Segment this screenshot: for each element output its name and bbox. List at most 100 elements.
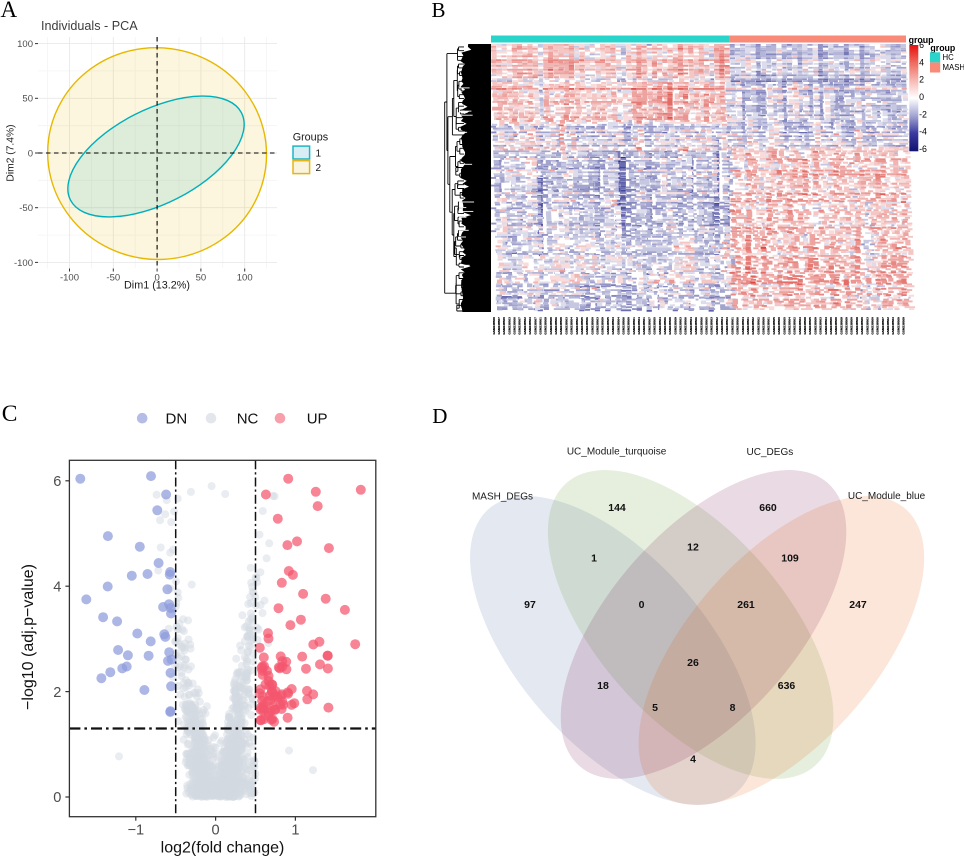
svg-text:GSM238560: GSM238560 bbox=[871, 317, 875, 335]
svg-text:-100: -100 bbox=[14, 258, 33, 269]
svg-text:4: 4 bbox=[690, 754, 696, 766]
svg-text:GSM238564: GSM238564 bbox=[720, 317, 724, 335]
svg-text:GSM238563: GSM238563 bbox=[819, 317, 823, 335]
svg-text:GSM238565: GSM238565 bbox=[580, 317, 584, 335]
svg-text:GSM238563: GSM238563 bbox=[679, 317, 683, 335]
svg-text:660: 660 bbox=[759, 502, 777, 514]
svg-text:-100: -100 bbox=[60, 273, 79, 284]
svg-text:GSM238568: GSM238568 bbox=[855, 317, 859, 335]
svg-text:GSM238566: GSM238566 bbox=[622, 317, 626, 335]
svg-text:C: C bbox=[2, 401, 18, 427]
svg-text:GSM238566: GSM238566 bbox=[876, 317, 880, 335]
svg-text:GSM238566: GSM238566 bbox=[663, 317, 667, 335]
svg-text:GSM238562: GSM238562 bbox=[751, 317, 755, 335]
svg-text:0: 0 bbox=[154, 273, 159, 284]
svg-text:GSM238568: GSM238568 bbox=[803, 317, 807, 335]
svg-text:GSM238564: GSM238564 bbox=[570, 317, 574, 335]
svg-text:GSM238562: GSM238562 bbox=[756, 317, 760, 335]
svg-text:636: 636 bbox=[778, 680, 796, 692]
svg-text:2: 2 bbox=[919, 75, 924, 85]
svg-text:GSM238561: GSM238561 bbox=[746, 317, 750, 335]
svg-text:GSM238563: GSM238563 bbox=[564, 317, 568, 335]
svg-text:GSM238566: GSM238566 bbox=[663, 317, 667, 335]
svg-text:GSM238566: GSM238566 bbox=[684, 317, 688, 335]
svg-text:GSM238564: GSM238564 bbox=[788, 317, 792, 335]
svg-text:GSM238569: GSM238569 bbox=[834, 317, 838, 335]
svg-text:247: 247 bbox=[849, 599, 867, 611]
svg-text:GSM238561: GSM238561 bbox=[642, 317, 646, 335]
svg-text:GSM238566: GSM238566 bbox=[684, 317, 688, 335]
svg-text:2: 2 bbox=[53, 685, 61, 701]
svg-text:GSM238569: GSM238569 bbox=[492, 317, 496, 335]
svg-text:GSM238568: GSM238568 bbox=[839, 317, 843, 335]
svg-text:GSM238569: GSM238569 bbox=[673, 317, 677, 335]
svg-text:GSM238563: GSM238563 bbox=[798, 317, 802, 335]
svg-text:UC_Module_turquoise: UC_Module_turquoise bbox=[567, 447, 667, 458]
svg-text:GSM238566: GSM238566 bbox=[736, 317, 740, 335]
svg-text:GSM238563: GSM238563 bbox=[528, 317, 532, 335]
svg-text:100: 100 bbox=[237, 273, 253, 284]
svg-text:50: 50 bbox=[196, 273, 207, 284]
svg-text:GSM238564: GSM238564 bbox=[689, 317, 693, 335]
svg-text:109: 109 bbox=[781, 553, 799, 565]
svg-text:GSM238568: GSM238568 bbox=[855, 317, 859, 335]
svg-text:12: 12 bbox=[687, 542, 699, 554]
svg-text:261: 261 bbox=[737, 599, 755, 611]
svg-text:GSM238563: GSM238563 bbox=[611, 317, 615, 335]
svg-text:GSM238565: GSM238565 bbox=[580, 317, 584, 335]
svg-text:GSM238563: GSM238563 bbox=[710, 317, 714, 335]
svg-text:GSM238562: GSM238562 bbox=[886, 317, 890, 335]
svg-text:GSM238565: GSM238565 bbox=[653, 317, 657, 335]
svg-text:-2: -2 bbox=[919, 109, 927, 119]
svg-text:GSM238567: GSM238567 bbox=[533, 317, 537, 335]
svg-text:5: 5 bbox=[652, 702, 658, 714]
svg-text:group: group bbox=[909, 35, 935, 45]
svg-text:GSM238561: GSM238561 bbox=[767, 317, 771, 335]
svg-text:GSM238567: GSM238567 bbox=[518, 317, 522, 335]
svg-text:GSM238562: GSM238562 bbox=[715, 317, 719, 335]
svg-text:GSM238563: GSM238563 bbox=[865, 317, 869, 335]
svg-text:GSM238568: GSM238568 bbox=[803, 317, 807, 335]
svg-text:GSM238563: GSM238563 bbox=[891, 317, 895, 335]
svg-text:50: 50 bbox=[22, 94, 33, 105]
svg-text:GSM238566: GSM238566 bbox=[694, 317, 698, 335]
svg-text:GSM238563: GSM238563 bbox=[679, 317, 683, 335]
svg-text:GSM238561: GSM238561 bbox=[767, 317, 771, 335]
svg-text:GSM238569: GSM238569 bbox=[896, 317, 900, 335]
svg-text:GSM238569: GSM238569 bbox=[549, 317, 553, 335]
svg-text:GSM238563: GSM238563 bbox=[596, 317, 600, 335]
svg-text:4: 4 bbox=[919, 57, 924, 67]
svg-text:GSM238569: GSM238569 bbox=[845, 317, 849, 335]
svg-text:GSM238562: GSM238562 bbox=[575, 317, 579, 335]
svg-text:GSM238563: GSM238563 bbox=[710, 317, 714, 335]
svg-text:MASH: MASH bbox=[943, 63, 964, 72]
svg-text:GSM238569: GSM238569 bbox=[834, 317, 838, 335]
svg-text:GSM238567: GSM238567 bbox=[647, 317, 651, 335]
svg-text:GSM238560: GSM238560 bbox=[860, 317, 864, 335]
svg-text:−log10 (adj.p−value): −log10 (adj.p−value) bbox=[20, 564, 37, 710]
svg-text:GSM238560: GSM238560 bbox=[871, 317, 875, 335]
svg-text:GSM238564: GSM238564 bbox=[570, 317, 574, 335]
svg-text:GSM238569: GSM238569 bbox=[813, 317, 817, 335]
svg-text:GSM238562: GSM238562 bbox=[793, 317, 797, 335]
svg-text:GSM238562: GSM238562 bbox=[715, 317, 719, 335]
svg-text:GSM238566: GSM238566 bbox=[622, 317, 626, 335]
svg-text:0: 0 bbox=[53, 790, 61, 806]
svg-text:GSM238561: GSM238561 bbox=[746, 317, 750, 335]
svg-text:GSM238563: GSM238563 bbox=[507, 317, 511, 335]
svg-text:GSM238560: GSM238560 bbox=[850, 317, 854, 335]
svg-text:GSM238565: GSM238565 bbox=[782, 317, 786, 335]
svg-text:UC_DEGs: UC_DEGs bbox=[747, 447, 794, 458]
svg-text:6: 6 bbox=[919, 40, 924, 50]
svg-text:GSM238564: GSM238564 bbox=[637, 317, 641, 335]
svg-text:GSM238561: GSM238561 bbox=[632, 317, 636, 335]
svg-text:Dim2 (7.4%): Dim2 (7.4%) bbox=[6, 124, 17, 181]
svg-text:GSM238567: GSM238567 bbox=[881, 317, 885, 335]
svg-text:GSM238566: GSM238566 bbox=[876, 317, 880, 335]
svg-text:GSM238562: GSM238562 bbox=[523, 317, 527, 335]
svg-text:0: 0 bbox=[212, 823, 220, 839]
svg-text:UP: UP bbox=[307, 411, 328, 428]
svg-text:GSM238567: GSM238567 bbox=[881, 317, 885, 335]
svg-text:GSM238563: GSM238563 bbox=[725, 317, 729, 335]
svg-text:Dim1 (13.2%): Dim1 (13.2%) bbox=[124, 280, 190, 292]
